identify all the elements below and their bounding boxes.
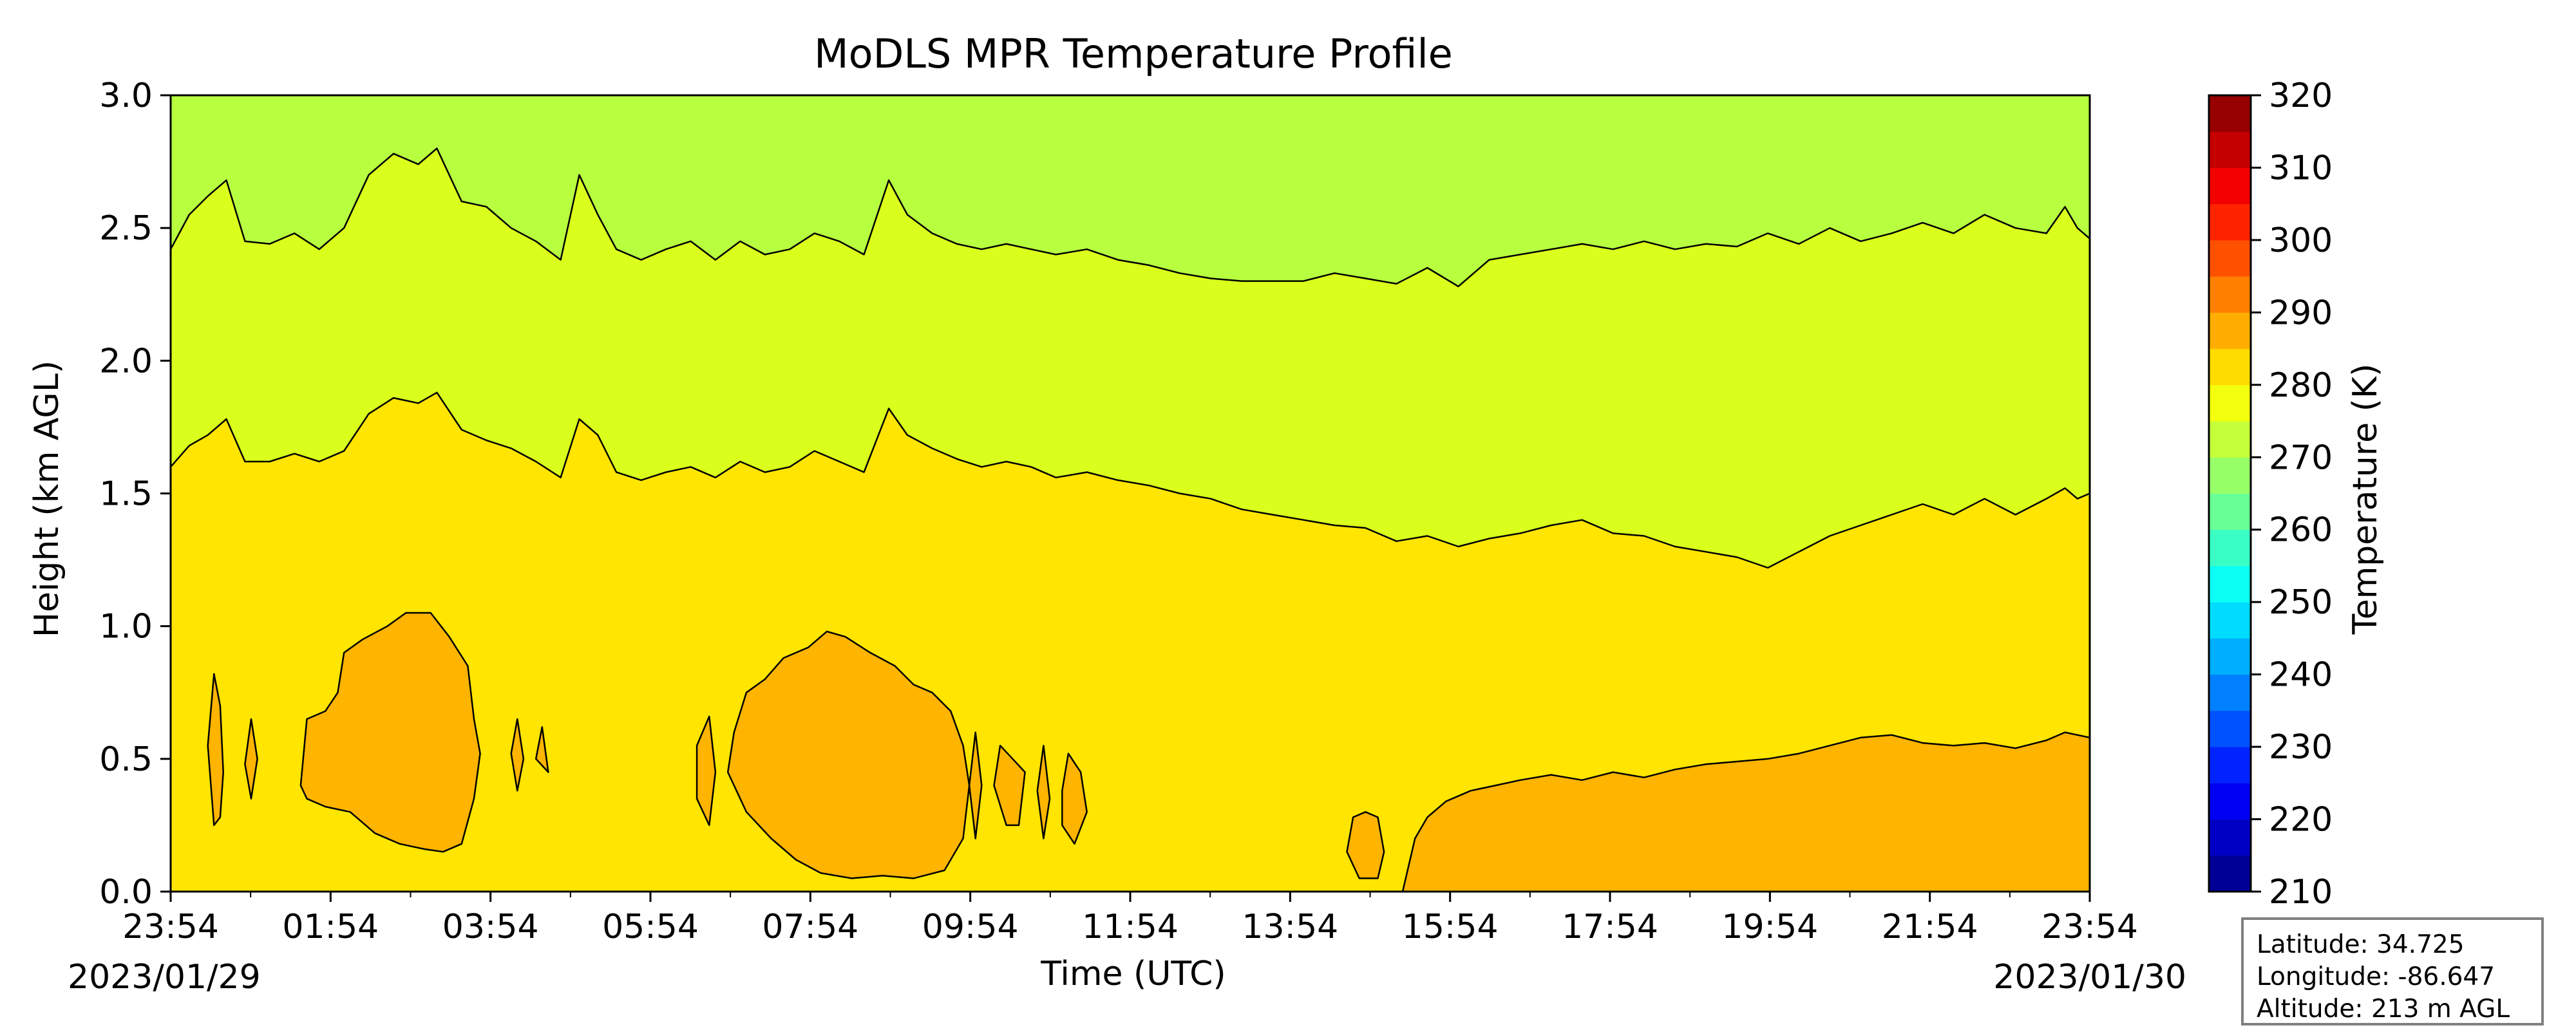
contour-285-region — [510, 718, 525, 792]
plot-area — [171, 95, 2091, 893]
contour-285-region — [726, 630, 971, 879]
colorbar-tick-label: 250 — [2269, 583, 2333, 622]
colorbar-segment — [2209, 457, 2251, 494]
x-tick-label: 17:54 — [1562, 908, 1658, 946]
y-tick-label: 1.0 — [99, 608, 153, 646]
contour-285-region — [993, 744, 1026, 827]
colorbar-segment — [2209, 674, 2251, 711]
contour-285-region — [696, 715, 717, 827]
station-info-box: Latitude: 34.725 Longitude: -86.647 Alti… — [2241, 917, 2544, 1025]
contour-lines — [169, 147, 2090, 569]
colorbar-segment — [2209, 203, 2251, 241]
altitude-text: Altitude: 213 m AGL — [2257, 995, 2510, 1024]
colorbar-tick-label: 320 — [2269, 77, 2333, 115]
y-tick-label: 2.0 — [99, 342, 153, 380]
x-tick-label: 19:54 — [1721, 908, 1818, 946]
colorbar-segment — [2209, 95, 2251, 132]
colorbar-segment — [2209, 131, 2251, 168]
colorbar-segment — [2209, 312, 2251, 350]
contour-275-line — [169, 147, 2090, 288]
x-axis: 23:54 01:54 03:54 05:54 07:54 09:54 11:54 13:54… — [122, 892, 2138, 946]
chart-title: MoDLS MPR Temperature Profile — [814, 30, 1453, 77]
colorbar-tick-label: 300 — [2269, 221, 2333, 260]
colorbar-segment — [2209, 348, 2251, 386]
x-tick-label: 07:54 — [762, 908, 858, 946]
contour-285-region — [207, 673, 224, 827]
y-axis-label: Height (km AGL) — [28, 360, 66, 637]
contour-285-region — [244, 718, 258, 800]
x-end-date: 2023/01/30 — [1993, 958, 2186, 997]
x-tick-label: 23:54 — [2041, 908, 2138, 946]
y-tick-label: 0.0 — [99, 873, 153, 912]
colorbar-segment — [2209, 276, 2251, 313]
colorbar: 210 220 230 240 250 260 270 280 290 300 310 320 — [2208, 77, 2333, 912]
colorbar-segment — [2209, 638, 2251, 675]
x-tick-label: 11:54 — [1082, 908, 1179, 946]
contour-285-region — [1346, 811, 1385, 879]
colorbar-segment — [2209, 565, 2251, 603]
contour-285-region — [1061, 753, 1088, 845]
colorbar-tick-label: 290 — [2269, 294, 2333, 332]
contour-280-line — [170, 391, 2090, 569]
contour-285-region — [968, 731, 983, 839]
x-tick-label: 05:54 — [602, 908, 699, 946]
colorbar-tick-label: 260 — [2269, 511, 2333, 550]
colorbar-tick-label: 310 — [2269, 149, 2333, 187]
colorbar-segment — [2209, 602, 2251, 639]
contour-285-region — [1401, 731, 2091, 893]
colorbar-tick-label: 280 — [2269, 366, 2333, 405]
x-tick-label: 09:54 — [922, 908, 1019, 946]
y-tick-label: 3.0 — [99, 77, 153, 115]
contour-285-region — [1036, 744, 1051, 839]
x-tick-label: 15:54 — [1402, 908, 1499, 946]
colorbar-segment — [2209, 710, 2251, 747]
colorbar-tick-label: 240 — [2269, 656, 2333, 695]
y-axis: 0.0 0.5 1.0 1.5 2.0 2.5 3.0 — [99, 77, 171, 912]
colorbar-segment — [2209, 493, 2251, 530]
colorbar-segment — [2209, 167, 2251, 205]
colorbar-segment — [2209, 384, 2251, 422]
x-axis-label: Time (UTC) — [1040, 955, 1226, 993]
x-tick-label: 13:54 — [1242, 908, 1338, 946]
colorbar-segment — [2209, 783, 2251, 820]
colorbar-segment — [2209, 747, 2251, 783]
y-tick-label: 2.5 — [99, 209, 153, 248]
y-tick-label: 0.5 — [99, 740, 153, 779]
colorbar-label: Temperature (K) — [2346, 364, 2385, 635]
colorbar-tick-label: 230 — [2269, 728, 2333, 767]
colorbar-segment — [2209, 529, 2251, 566]
latitude-text: Latitude: 34.725 — [2257, 930, 2465, 959]
contour-285-region — [299, 612, 481, 853]
longitude-text: Longitude: -86.647 — [2257, 962, 2496, 991]
x-start-date: 2023/01/29 — [68, 958, 261, 997]
x-tick-label: 03:54 — [442, 908, 539, 946]
colorbar-border — [2208, 94, 2252, 893]
x-tick-label: 21:54 — [1882, 908, 1978, 946]
y-tick-label: 1.5 — [99, 475, 153, 514]
colorbar-segment — [2209, 239, 2251, 277]
contour-285-region — [535, 726, 549, 773]
colorbar-tick-label: 210 — [2269, 873, 2333, 912]
x-tick-label: 23:54 — [122, 908, 219, 946]
band-270-275 — [171, 95, 2090, 286]
colorbar-segment — [2209, 855, 2251, 892]
colorbar-segment — [2209, 421, 2251, 458]
colorbar-tick-label: 270 — [2269, 438, 2333, 477]
colorbar-tick-label: 220 — [2269, 801, 2333, 839]
colorbar-segment — [2209, 819, 2251, 856]
x-tick-label: 01:54 — [282, 908, 379, 946]
